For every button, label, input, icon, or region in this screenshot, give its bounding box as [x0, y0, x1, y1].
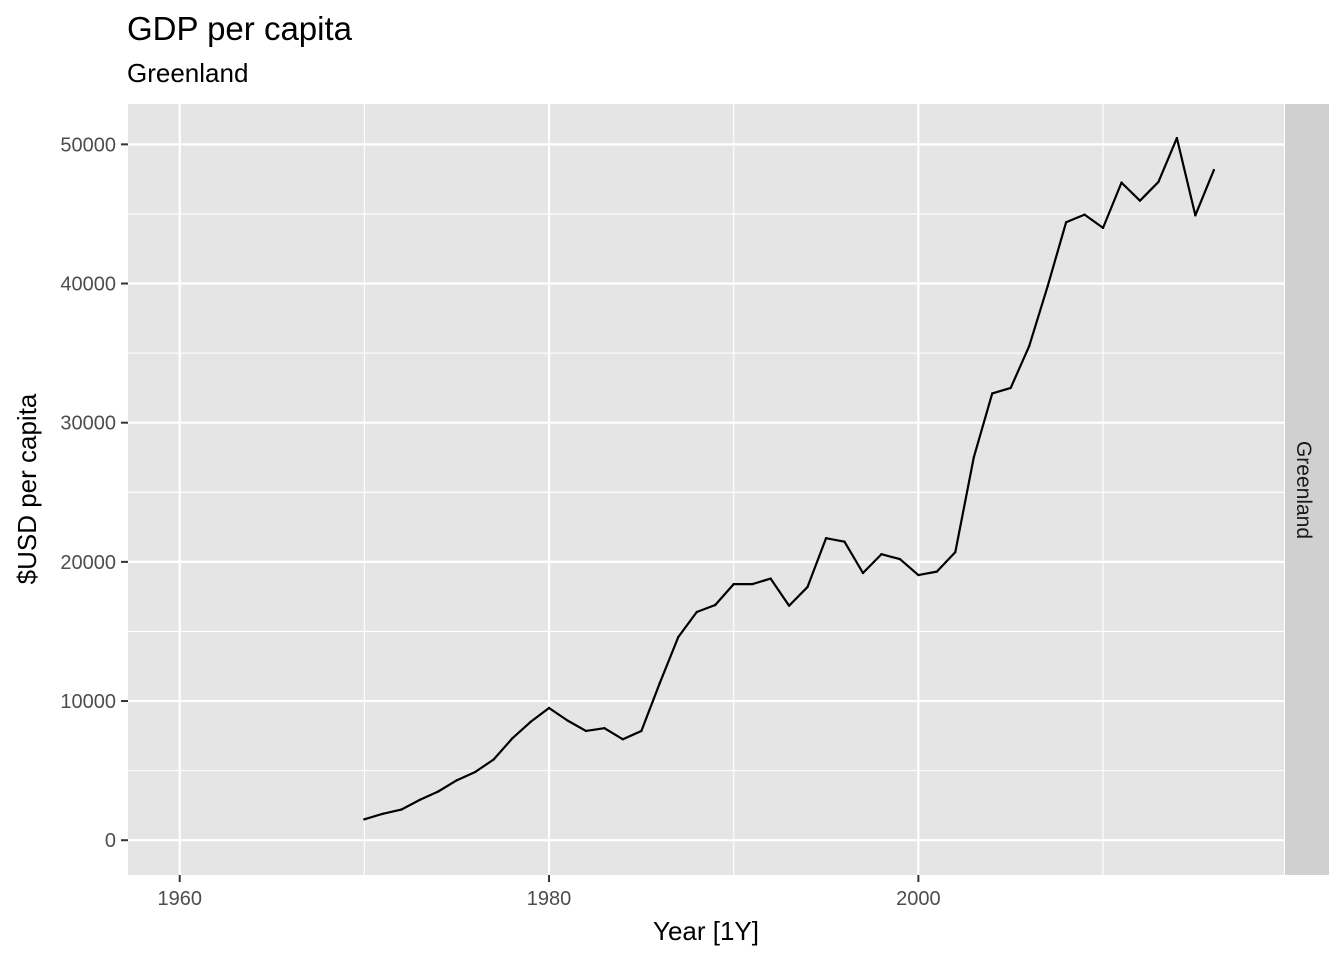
data-point	[1212, 168, 1216, 172]
data-point	[1157, 180, 1160, 184]
data-point	[787, 604, 791, 607]
y-tick-label: 50000	[60, 134, 116, 156]
data-point	[677, 635, 680, 639]
data-point	[584, 729, 588, 733]
data-point	[437, 790, 440, 793]
data-point	[954, 550, 957, 554]
data-point	[1194, 214, 1197, 217]
data-point	[547, 706, 551, 710]
data-point	[529, 720, 532, 724]
data-point	[695, 610, 698, 614]
data-point	[972, 456, 975, 459]
data-point	[473, 770, 477, 774]
chart-title: GDP per capita	[127, 10, 353, 47]
data-point	[566, 719, 569, 722]
major-grid	[128, 104, 1284, 875]
y-tick-label: 20000	[60, 552, 116, 574]
chart-subtitle: Greenland	[127, 58, 248, 88]
data-point	[1175, 136, 1179, 140]
data-point	[935, 570, 939, 573]
data-point	[640, 729, 643, 733]
data-point	[769, 577, 772, 580]
data-point	[714, 603, 717, 607]
data-point	[455, 779, 458, 782]
data-point	[381, 812, 385, 815]
x-tick-label: 2000	[896, 888, 941, 910]
data-point	[1046, 285, 1049, 288]
minor-grid	[128, 104, 1284, 875]
data-point	[1064, 221, 1068, 224]
data-point	[917, 573, 920, 577]
data-point	[400, 808, 403, 811]
data-point	[658, 681, 662, 685]
data-point	[1101, 226, 1105, 230]
y-tick-label: 40000	[60, 274, 116, 296]
data-point	[492, 758, 495, 761]
data-point	[843, 540, 846, 543]
data-point	[1027, 344, 1031, 348]
data-point	[861, 571, 865, 575]
data-point	[750, 582, 754, 586]
data-point	[991, 392, 994, 395]
facet-strip	[1285, 104, 1329, 875]
y-axis: 0 10000 20000 30000 40000 50000	[60, 134, 128, 852]
x-axis: 1960 1980 2000	[157, 875, 941, 910]
x-tick-label: 1980	[527, 888, 572, 910]
data-point	[824, 537, 828, 540]
data-point	[363, 818, 366, 821]
y-tick-label: 30000	[60, 413, 116, 435]
data-point	[880, 553, 883, 556]
data-point	[898, 557, 902, 561]
data-point	[1138, 199, 1142, 202]
y-axis-title: $USD per capita	[12, 393, 42, 584]
data-point	[603, 726, 606, 730]
y-tick-label: 10000	[60, 691, 116, 713]
data-point	[1120, 181, 1123, 184]
data-point	[732, 582, 735, 586]
data-point	[806, 585, 809, 589]
x-tick-label: 1960	[157, 888, 202, 910]
plot-panel	[128, 104, 1284, 875]
data-point	[418, 798, 421, 802]
y-tick-label: 0	[105, 830, 116, 852]
series-layer	[363, 136, 1216, 821]
data-point	[621, 738, 625, 741]
data-point	[1083, 213, 1086, 216]
data-point	[1009, 386, 1012, 390]
facet-strip-label: Greenland	[1292, 441, 1315, 539]
x-axis-title: Year [1Y]	[653, 916, 759, 946]
data-point	[510, 737, 514, 740]
